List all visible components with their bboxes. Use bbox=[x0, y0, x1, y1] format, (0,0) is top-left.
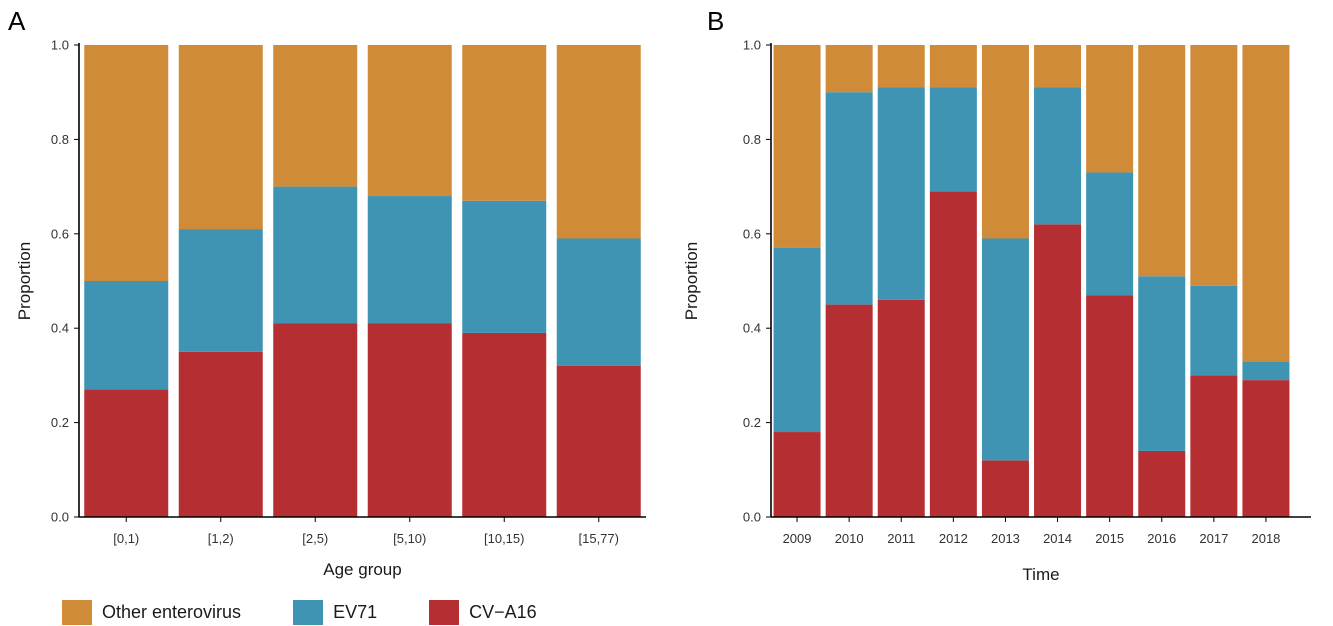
y-tick-label-b-5: 1.0 bbox=[743, 38, 761, 53]
legend-swatch-cva16 bbox=[429, 599, 460, 625]
x-axis-title-a: Age group bbox=[323, 560, 401, 579]
legend-item-ev71: EV71 bbox=[293, 599, 378, 625]
bar-b-ev71-6 bbox=[1086, 172, 1134, 296]
bar-a-cva16-2 bbox=[273, 323, 358, 517]
x-tick-label-b-4: 2013 bbox=[991, 531, 1020, 546]
legend: Other enterovirus EV71 CV−A16 bbox=[62, 598, 589, 626]
bar-b-other-3 bbox=[929, 45, 977, 88]
y-tick-label-a-5: 1.0 bbox=[51, 38, 69, 53]
y-tick-label-a-0: 0.0 bbox=[51, 510, 69, 525]
y-tick-label-a-1: 0.2 bbox=[51, 415, 69, 430]
y-tick-label-a-2: 0.4 bbox=[51, 321, 69, 336]
bar-a-other-1 bbox=[178, 45, 263, 230]
bar-b-ev71-2 bbox=[877, 87, 925, 300]
bar-b-cva16-6 bbox=[1086, 295, 1134, 517]
x-tick-label-a-1: [1,2) bbox=[208, 531, 234, 546]
x-tick-label-b-2: 2011 bbox=[887, 531, 915, 546]
bar-b-ev71-8 bbox=[1190, 285, 1238, 376]
bar-b-cva16-3 bbox=[929, 191, 977, 517]
bar-b-other-1 bbox=[825, 45, 873, 93]
bar-a-other-5 bbox=[556, 45, 641, 239]
bar-b-other-2 bbox=[877, 45, 925, 88]
panel-letter-b: B bbox=[707, 6, 724, 36]
legend-label-ev71: EV71 bbox=[333, 601, 378, 622]
bar-b-other-8 bbox=[1190, 45, 1238, 286]
bar-b-ev71-7 bbox=[1138, 276, 1186, 451]
bar-b-cva16-1 bbox=[825, 304, 873, 517]
bar-a-cva16-3 bbox=[367, 323, 452, 517]
bar-a-ev71-1 bbox=[178, 229, 263, 352]
bar-a-ev71-2 bbox=[273, 186, 358, 324]
x-tick-label-b-5: 2014 bbox=[1043, 531, 1072, 546]
bar-b-other-9 bbox=[1242, 45, 1290, 362]
bar-b-other-7 bbox=[1138, 45, 1186, 277]
bar-b-cva16-7 bbox=[1138, 450, 1186, 517]
y-tick-label-a-3: 0.6 bbox=[51, 226, 69, 241]
bar-b-cva16-4 bbox=[981, 460, 1029, 517]
bar-a-other-0 bbox=[84, 45, 169, 281]
bar-b-cva16-9 bbox=[1242, 380, 1290, 517]
x-tick-label-a-3: [5,10) bbox=[393, 531, 426, 546]
bar-a-other-2 bbox=[273, 45, 358, 187]
x-tick-label-a-2: [2,5) bbox=[302, 531, 328, 546]
bar-a-other-4 bbox=[462, 45, 547, 201]
bar-b-cva16-8 bbox=[1190, 375, 1238, 517]
panel-a: A [0,1) [1,2) [2,5) [5,10) [10,15) [15,77) 0.0 0… bbox=[8, 6, 646, 579]
bar-b-ev71-9 bbox=[1242, 361, 1290, 381]
bar-a-cva16-4 bbox=[462, 332, 547, 517]
x-tick-label-b-1: 2010 bbox=[835, 531, 864, 546]
legend-item-other: Other enterovirus bbox=[62, 599, 242, 625]
bar-b-cva16-2 bbox=[877, 299, 925, 517]
bar-b-ev71-0 bbox=[773, 247, 821, 433]
y-tick-label-b-2: 0.4 bbox=[743, 321, 761, 336]
legend-label-other: Other enterovirus bbox=[102, 601, 242, 622]
y-tick-label-a-4: 0.8 bbox=[51, 132, 69, 147]
x-tick-label-b-9: 2018 bbox=[1251, 531, 1280, 546]
bar-b-cva16-5 bbox=[1034, 224, 1082, 518]
y-axis-title-b: Proportion bbox=[682, 242, 701, 320]
bar-b-ev71-4 bbox=[981, 238, 1029, 461]
bar-a-cva16-5 bbox=[556, 365, 641, 517]
x-tick-label-b-3: 2012 bbox=[939, 531, 968, 546]
x-tick-label-b-7: 2016 bbox=[1147, 531, 1176, 546]
bar-a-ev71-0 bbox=[84, 281, 169, 390]
x-tick-label-a-0: [0,1) bbox=[113, 531, 139, 546]
x-tick-label-b-0: 2009 bbox=[783, 531, 812, 546]
bar-b-ev71-3 bbox=[929, 87, 977, 192]
y-axis-title-a: Proportion bbox=[15, 242, 34, 320]
x-tick-label-a-5: [15,77) bbox=[579, 531, 619, 546]
y-tick-label-b-0: 0.0 bbox=[743, 510, 761, 525]
y-tick-label-b-3: 0.6 bbox=[743, 226, 761, 241]
legend-label-cva16: CV−A16 bbox=[469, 601, 537, 622]
bar-b-other-0 bbox=[773, 45, 821, 248]
bar-a-ev71-5 bbox=[556, 238, 641, 366]
x-tick-label-b-8: 2017 bbox=[1199, 531, 1228, 546]
bar-a-ev71-3 bbox=[367, 196, 452, 324]
x-axis-title-b: Time bbox=[1022, 565, 1059, 584]
bar-a-cva16-0 bbox=[84, 389, 169, 517]
x-tick-label-a-4: [10,15) bbox=[484, 531, 524, 546]
panel-b: B 2009 2010 2011 2012 2013 2014 2015 2016 2017 201… bbox=[682, 6, 1311, 584]
y-tick-label-b-1: 0.2 bbox=[743, 415, 761, 430]
x-tick-label-b-6: 2015 bbox=[1095, 531, 1124, 546]
bar-b-other-5 bbox=[1034, 45, 1082, 88]
legend-swatch-ev71 bbox=[293, 599, 324, 625]
bar-a-other-3 bbox=[367, 45, 452, 197]
panel-letter-a: A bbox=[8, 6, 26, 36]
bar-a-cva16-1 bbox=[178, 351, 263, 517]
bar-b-ev71-5 bbox=[1034, 87, 1082, 225]
bar-b-other-4 bbox=[981, 45, 1029, 239]
legend-swatch-other bbox=[62, 599, 92, 625]
y-tick-label-b-4: 0.8 bbox=[743, 132, 761, 147]
bar-b-cva16-0 bbox=[773, 432, 821, 517]
bar-a-ev71-4 bbox=[462, 200, 547, 333]
legend-item-cva16: CV−A16 bbox=[429, 599, 537, 625]
bar-b-ev71-1 bbox=[825, 92, 873, 305]
bar-b-other-6 bbox=[1086, 45, 1134, 173]
